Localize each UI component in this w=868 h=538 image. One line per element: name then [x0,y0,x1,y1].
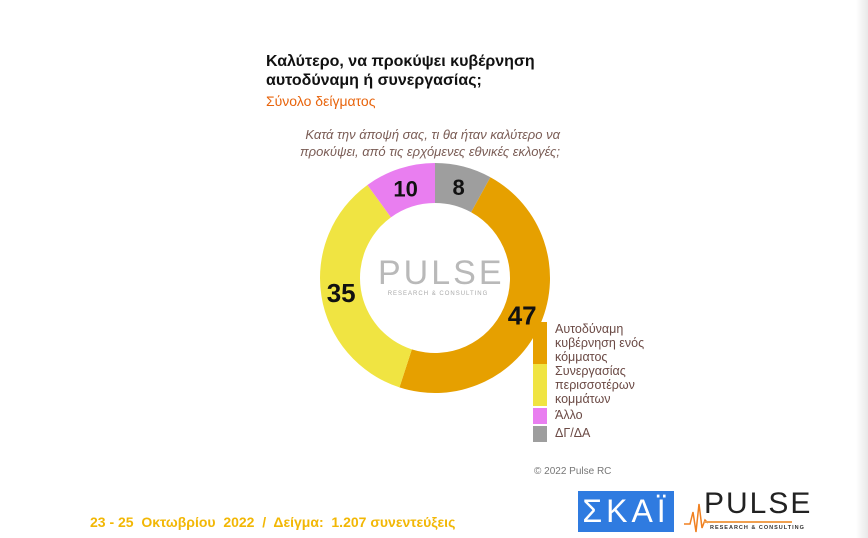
chart-subtitle: Σύνολο δείγματος [266,93,376,109]
chart-title: Καλύτερο, να προκύψει κυβέρνηση αυτοδύνα… [266,53,535,89]
legend-label: ΔΓ/ΔΑ [555,426,591,440]
pulse-logo: PULSE RESEARCH & CONSULTING [684,489,810,534]
legend-item: Άλλο [533,408,675,424]
donut-slice [320,184,412,388]
legend-label: Συνεργασίας περισσοτέρων κομμάτων [555,364,635,406]
legend-swatch [533,364,547,406]
pulse-logo-sub: RESEARCH & CONSULTING [710,525,805,531]
survey-question: Κατά την άποψή σας, τι θα ήταν καλύτερο … [299,127,560,159]
legend-item: Αυτοδύναμη κυβέρνηση ενός κόμματος [533,322,675,364]
legend-swatch [533,322,547,364]
legend-label: Άλλο [555,408,583,422]
data-label: 8 [453,175,465,200]
footer-date-sample: 23 - 25 Οκτωβρίου 2022 / Δείγμα: 1.207 σ… [90,514,456,530]
data-label: 35 [327,278,356,308]
legend-swatch [533,408,547,424]
watermark-sub: RESEARCH & CONSULTING [387,291,489,297]
donut-slice [435,163,491,213]
watermark-word: PULSE [378,254,505,292]
donut-slice [399,177,550,393]
pulse-logo-word: PULSE [704,487,813,520]
donut-slice [367,163,435,218]
skai-logo: ΣΚΑΪ [578,491,674,532]
legend-item: ΔΓ/ΔΑ [533,426,675,442]
right-edge-shadow [856,0,868,538]
legend-swatch [533,426,547,442]
legend-label: Αυτοδύναμη κυβέρνηση ενός κόμματος [555,322,645,364]
legend-item: Συνεργασίας περισσοτέρων κομμάτων [533,364,675,406]
data-label: 47 [508,301,537,331]
data-label: 10 [393,177,417,202]
copyright: © 2022 Pulse RC [534,466,612,477]
pulse-logo-line [704,521,792,523]
legend: Αυτοδύναμη κυβέρνηση ενός κόμματος Συνερ… [533,322,675,442]
pulse-watermark: PULSE RESEARCH & CONSULTING [378,254,505,298]
